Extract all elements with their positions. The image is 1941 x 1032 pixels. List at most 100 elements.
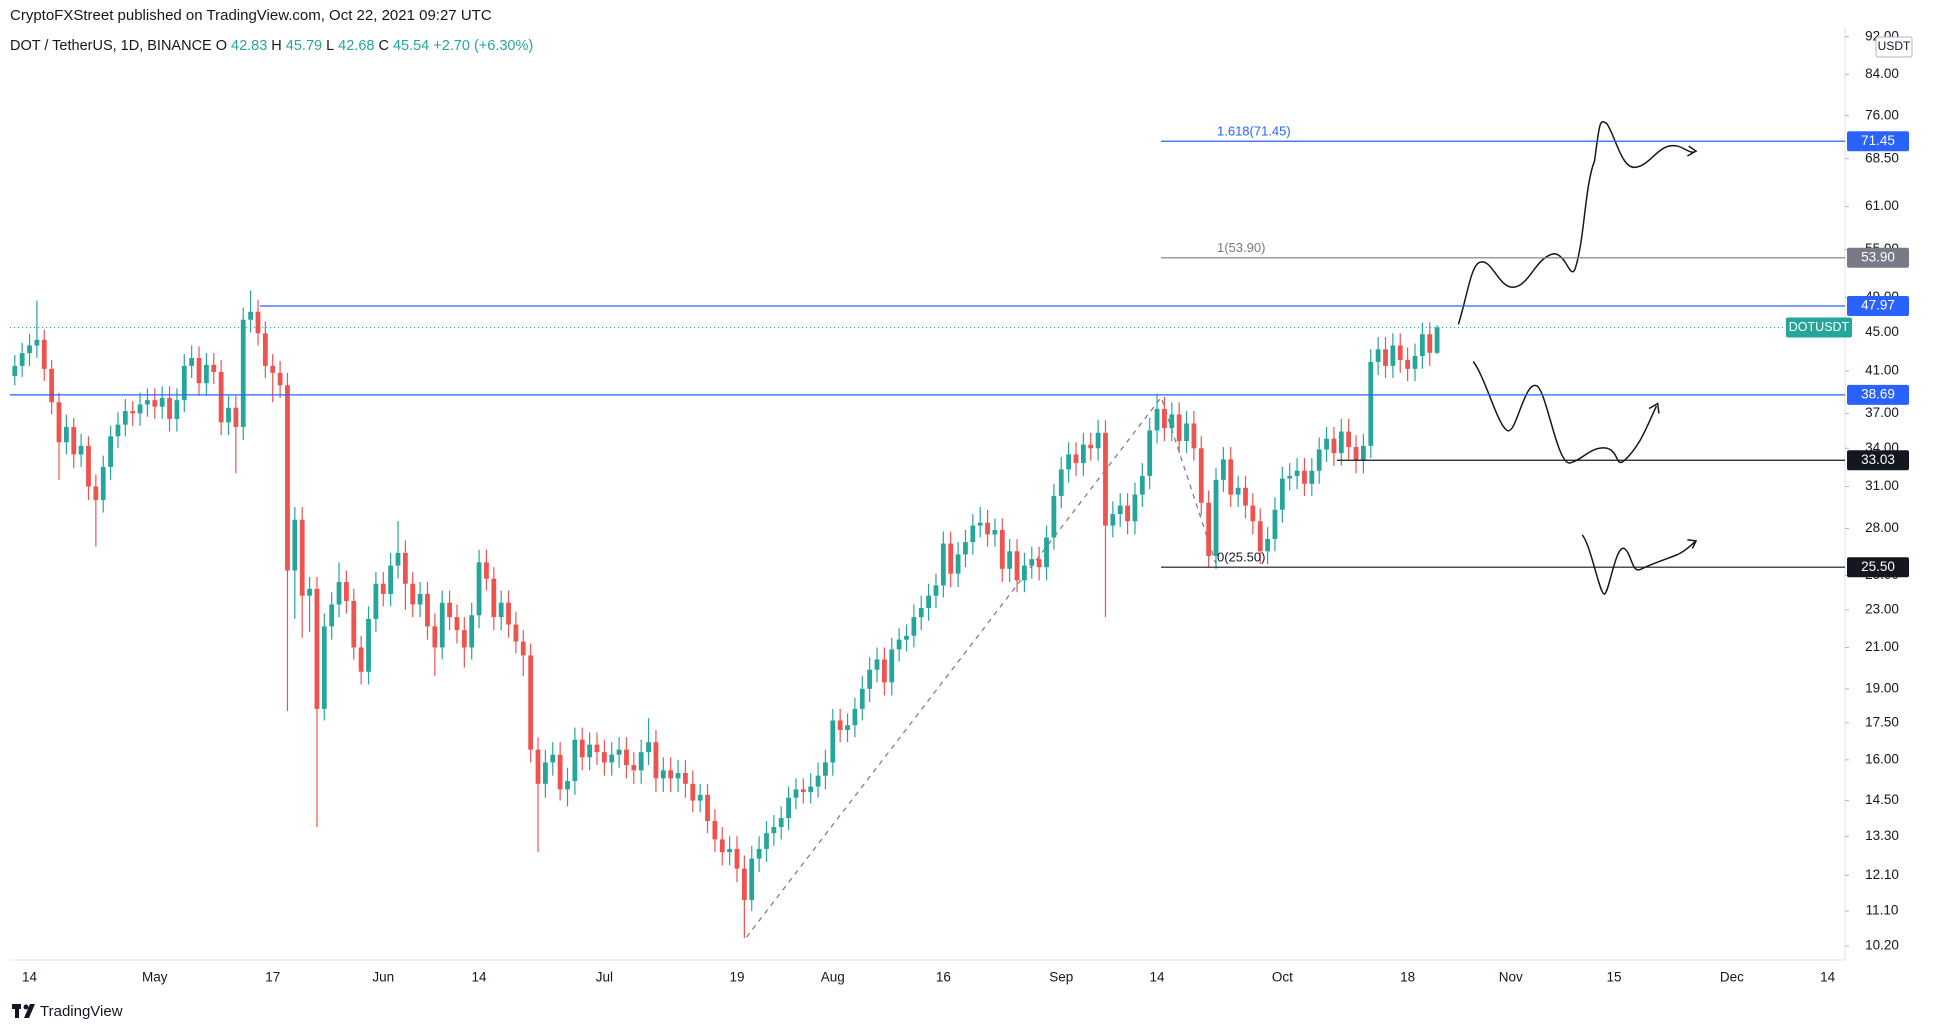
brand: TradingView: [40, 1003, 123, 1020]
candle-body: [557, 754, 563, 790]
candle-body: [1412, 356, 1418, 369]
candle-body: [808, 786, 814, 793]
level-tag: 25.50: [1861, 559, 1895, 574]
candle-body: [646, 742, 651, 753]
candle-body: [771, 827, 777, 834]
candle-body: [307, 588, 312, 596]
x-tick-label: 17: [265, 970, 280, 985]
candle-body: [727, 848, 733, 853]
candle-body: [130, 411, 136, 414]
candle-body: [520, 641, 526, 656]
candle-body: [498, 602, 504, 618]
candle-body: [226, 407, 231, 423]
y-tick-label: 76.00: [1865, 107, 1899, 122]
candle-body: [181, 365, 187, 401]
y-tick-label: 12.10: [1865, 867, 1899, 882]
candle-body: [1265, 539, 1271, 552]
candle-body: [351, 600, 357, 648]
candle-body: [1162, 408, 1167, 429]
y-tick-label: 17.50: [1865, 714, 1899, 729]
candle-body: [837, 720, 843, 730]
candle-body: [461, 630, 467, 648]
y-tick-label: 28.00: [1865, 520, 1899, 535]
candle-body: [734, 848, 740, 869]
candle-body: [535, 749, 541, 784]
y-tick-label: 10.20: [1865, 938, 1899, 953]
x-tick-label: 14: [22, 970, 38, 985]
level-tag: 38.69: [1861, 386, 1895, 401]
candle-body: [1169, 414, 1175, 429]
candle-body: [447, 602, 452, 618]
candle-body: [874, 659, 880, 670]
candle-body: [1051, 495, 1057, 538]
candle-body: [985, 522, 990, 535]
candle-body: [999, 530, 1005, 569]
candle-body: [572, 739, 578, 782]
candle-body: [19, 353, 25, 366]
x-tick-label: Dec: [1720, 970, 1744, 985]
candle-body: [1375, 349, 1381, 362]
candle-body: [1250, 505, 1256, 522]
candle-body: [513, 624, 519, 642]
x-tick-label: Jul: [596, 970, 613, 985]
x-tick-label: 16: [936, 970, 951, 985]
candle-body: [1125, 505, 1130, 522]
ohlc-value: 42.83: [231, 38, 268, 54]
candle-body: [432, 626, 438, 648]
candle-body: [594, 744, 600, 753]
candle-body: [1213, 479, 1219, 557]
candle-body: [1110, 514, 1116, 526]
candle-body: [1353, 447, 1359, 461]
candle-body: [1058, 469, 1064, 496]
candle-body: [417, 593, 423, 605]
candle-body: [122, 411, 128, 425]
candle-body: [1324, 438, 1329, 450]
candle-body: [145, 400, 150, 405]
candle-body: [1419, 334, 1425, 357]
candle-body: [528, 655, 534, 750]
candle-body: [859, 688, 865, 709]
candle-body: [270, 365, 276, 373]
candle-body: [388, 565, 394, 594]
candle-body: [292, 519, 298, 571]
candle-body: [587, 744, 593, 758]
candle-body: [852, 708, 858, 726]
candle-body: [741, 868, 747, 901]
candle-body: [911, 617, 917, 636]
x-tick-label: Nov: [1499, 970, 1523, 985]
candle-body: [174, 400, 180, 419]
candle-body: [992, 530, 998, 535]
y-tick-label: 31.00: [1865, 478, 1899, 493]
candle-body: [1176, 414, 1182, 442]
candle-body: [1036, 559, 1042, 568]
candle-body: [506, 602, 511, 625]
candle-body: [542, 762, 548, 784]
y-tick-label: 16.00: [1865, 751, 1899, 766]
x-tick-label: 14: [472, 970, 488, 985]
level-tag: 53.90: [1861, 249, 1895, 264]
currency: USDT: [1878, 39, 1911, 53]
candle-body: [970, 525, 976, 543]
candle-body: [778, 818, 784, 828]
fib-note: 0(25.50): [1217, 550, 1265, 565]
candle-body: [815, 775, 821, 787]
candle-body: [137, 404, 143, 414]
level-tag-bg: [1847, 384, 1909, 405]
candle-body: [565, 781, 570, 790]
candle-body: [1117, 505, 1123, 515]
y-tick-label: 11.10: [1866, 903, 1899, 918]
candle-body: [1294, 470, 1300, 476]
candle-body: [1257, 521, 1263, 552]
candle-body: [764, 833, 769, 849]
candle-body: [1191, 423, 1197, 449]
x-tick-label: 15: [1606, 970, 1621, 985]
candle-body: [484, 562, 489, 579]
x-tick-label: Oct: [1272, 970, 1293, 985]
candle-body: [78, 445, 84, 455]
candle-body: [948, 543, 954, 574]
candle-body: [454, 617, 460, 631]
candle-body: [631, 765, 637, 771]
candle-body: [926, 595, 932, 609]
candle-body: [1390, 345, 1396, 366]
candle-body: [86, 445, 91, 487]
